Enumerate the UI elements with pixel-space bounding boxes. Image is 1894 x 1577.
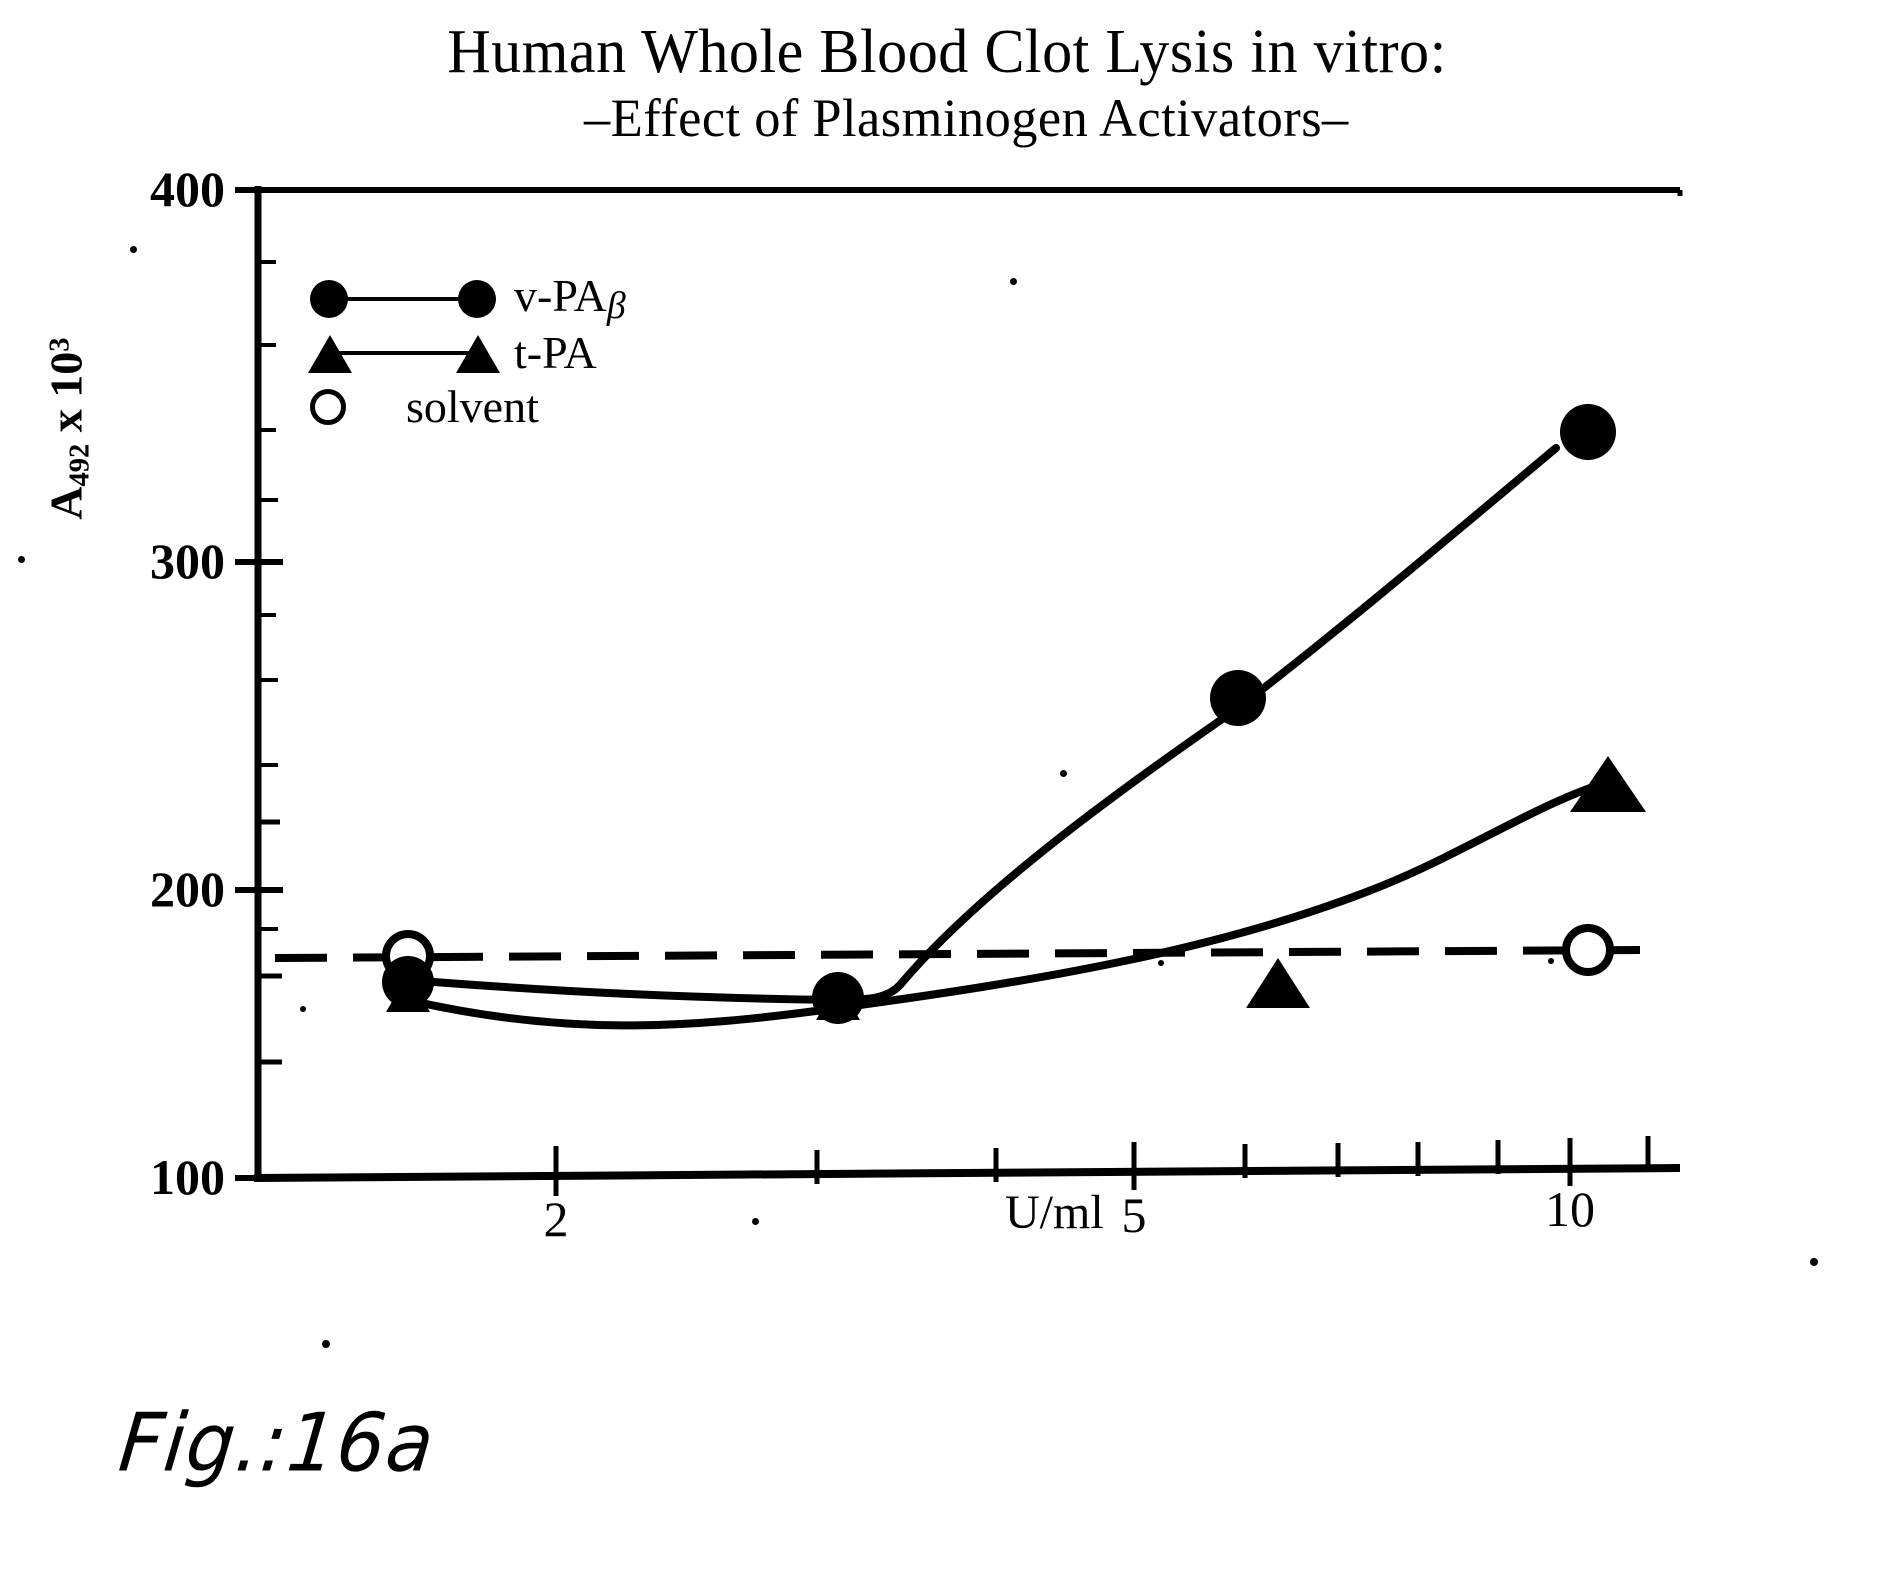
series-v-pa-beta (382, 404, 1616, 1024)
series-t-pa-point (1246, 958, 1310, 1008)
x-axis-line (254, 1168, 1680, 1178)
scan-speck (1060, 770, 1067, 777)
scan-speck (1810, 1258, 1818, 1266)
x-tick-label-5: 5 (1084, 1186, 1184, 1244)
legend-key-solvent (300, 384, 500, 430)
filled-circle-icon (310, 280, 348, 318)
y-tick-label-100: 100 (30, 1148, 225, 1206)
scan-speck (300, 1006, 306, 1012)
scan-speck (18, 556, 25, 563)
legend-item-solvent: solvent (300, 380, 626, 434)
series-v-pa-beta-point (812, 972, 864, 1024)
scan-speck (322, 1340, 330, 1348)
series-v-pa-beta-line-right (1238, 448, 1556, 708)
legend-key-v-pa-beta (300, 276, 500, 322)
y-tick-label-200: 200 (30, 860, 225, 918)
scan-speck (1158, 960, 1164, 966)
figure-page: Human Whole Blood Clot Lysis in vitro: –… (0, 0, 1894, 1577)
filled-circle-icon (458, 280, 496, 318)
legend-label-t-pa: t-PA (500, 330, 597, 376)
series-t-pa (386, 756, 1646, 1025)
legend-item-v-pa-beta: v-PAβ (300, 272, 626, 326)
x-tick-label-2: 2 (506, 1190, 606, 1248)
legend-label-t-pa-text: t-PA (514, 327, 597, 378)
legend-label-v-pa-beta-subscript: β (607, 285, 626, 327)
legend-line-solid (330, 297, 470, 301)
legend-label-v-pa-beta-text: v-PA (514, 270, 607, 321)
x-tick-label-10: 10 (1510, 1180, 1630, 1238)
series-solvent-line (275, 950, 1640, 958)
scan-speck (130, 246, 137, 253)
series-solvent-point (1566, 928, 1610, 972)
series-v-pa-beta-point (1210, 670, 1266, 726)
series-v-pa-beta-point (1560, 404, 1616, 460)
legend-item-t-pa: t-PA (300, 326, 626, 380)
open-circle-icon (310, 389, 346, 425)
legend: v-PAβ t-PA solvent (300, 272, 626, 434)
legend-label-v-pa-beta: v-PAβ (500, 273, 626, 326)
scan-speck (1010, 278, 1017, 285)
series-t-pa-point (1570, 756, 1646, 812)
y-tick-label-300: 300 (30, 532, 225, 590)
series-solvent (275, 928, 1640, 978)
filled-triangle-icon (308, 335, 352, 373)
scan-speck (752, 1218, 759, 1225)
legend-key-t-pa (300, 330, 500, 376)
plot-area (0, 0, 1894, 1577)
figure-number-caption: Fig.:16a (115, 1395, 439, 1489)
y-tick-label-400: 400 (30, 160, 225, 218)
filled-triangle-icon (456, 335, 500, 373)
scan-speck (1548, 958, 1554, 964)
series-v-pa-beta-point (382, 956, 434, 1008)
